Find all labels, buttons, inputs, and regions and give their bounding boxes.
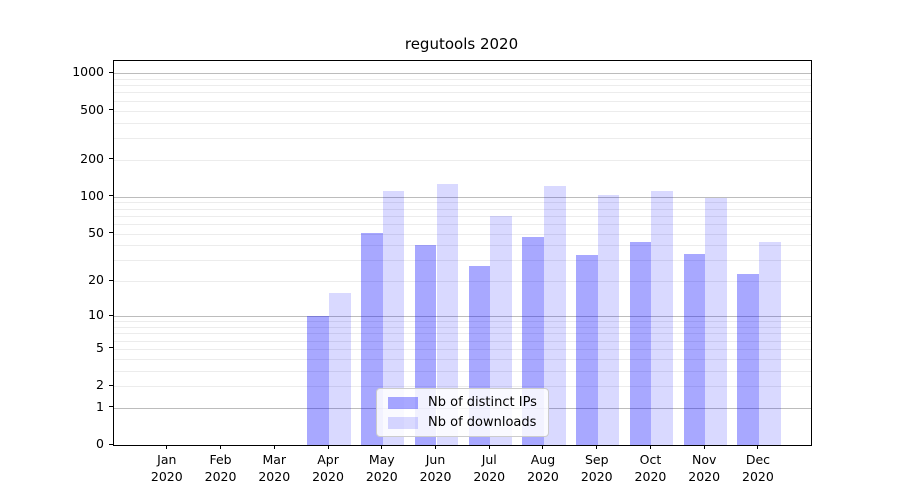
plot-area: Nb of distinct IPs Nb of downloads: [113, 60, 812, 446]
x-tick-label: May 2020: [365, 452, 398, 484]
bar-downloads: [758, 241, 781, 446]
gridline-major: [114, 73, 811, 75]
bar-distinct-ips: [307, 316, 329, 446]
gridline-minor: [114, 100, 811, 102]
y-tick: [109, 71, 113, 73]
x-tick-label: Jul 2020: [473, 452, 506, 484]
y-tick-label: 20: [88, 272, 104, 288]
bar-downloads: [543, 185, 566, 446]
x-tick: [649, 445, 651, 449]
gridline-minor: [114, 92, 811, 94]
legend-swatch-downloads: [388, 416, 418, 429]
gridline-minor: [114, 208, 811, 210]
gridline-minor: [114, 85, 811, 87]
legend-label-distinct-ips: Nb of distinct IPs: [428, 395, 537, 410]
x-tick: [273, 445, 275, 449]
x-tick-label: Aug 2020: [527, 452, 559, 484]
legend-swatch-distinct-ips: [388, 396, 418, 409]
y-tick: [109, 158, 113, 160]
x-tick-label: Feb 2020: [204, 452, 237, 484]
y-tick: [109, 384, 113, 386]
legend-item-downloads: Nb of downloads: [388, 414, 537, 431]
x-tick-label: Apr 2020: [312, 452, 344, 484]
x-tick: [703, 445, 705, 449]
bar-downloads: [490, 215, 512, 446]
gridline-minor: [114, 386, 811, 388]
bar-distinct-ips: [683, 253, 706, 446]
gridline-minor: [114, 370, 811, 372]
gridline-minor: [114, 233, 811, 235]
gridline-minor: [114, 159, 811, 161]
y-tick-label: 5: [96, 339, 104, 355]
y-tick-label: 50: [88, 224, 104, 240]
gridline-minor: [114, 260, 811, 262]
gridline-minor: [114, 110, 811, 112]
y-tick: [109, 314, 113, 316]
y-tick: [109, 347, 113, 349]
gridline-minor: [114, 281, 811, 283]
gridline-minor: [114, 245, 811, 247]
gridline-minor: [114, 215, 811, 217]
gridline-major: [114, 196, 811, 198]
x-tick: [435, 445, 436, 449]
bar-distinct-ips: [576, 255, 598, 446]
bar-downloads: [382, 190, 405, 446]
gridline-minor: [114, 321, 811, 323]
x-tick: [381, 445, 383, 449]
y-tick-label: 100: [80, 187, 104, 203]
gridline-minor: [114, 122, 811, 124]
y-tick-label: 500: [80, 101, 104, 117]
x-tick-label: Jun 2020: [419, 452, 452, 484]
y-tick: [109, 443, 113, 445]
gridline-minor: [114, 358, 811, 360]
legend-item-distinct-ips: Nb of distinct IPs: [388, 394, 537, 411]
y-tick: [109, 195, 113, 197]
gridline-minor: [114, 78, 811, 80]
y-tick-label: 10: [88, 307, 104, 323]
y-tick-label: 0: [96, 436, 104, 452]
gridline-minor: [114, 340, 811, 342]
bar-downloads: [705, 198, 727, 446]
bar-downloads: [329, 292, 351, 446]
chart-title: regutools 2020: [404, 35, 519, 53]
legend-label-downloads: Nb of downloads: [428, 415, 537, 430]
x-tick: [596, 445, 598, 449]
x-tick-label: Sep 2020: [580, 452, 613, 484]
gridline-minor: [114, 326, 811, 328]
x-tick: [757, 445, 759, 449]
bar-downloads: [597, 194, 620, 446]
y-tick-label: 1000: [72, 64, 104, 80]
bar-downloads: [436, 184, 459, 446]
y-tick: [109, 279, 113, 281]
bar-downloads: [651, 190, 674, 446]
y-tick: [109, 232, 113, 234]
y-tick-label: 1: [96, 398, 104, 414]
x-tick: [542, 445, 544, 449]
gridline-minor: [114, 202, 811, 204]
gridline-major: [114, 316, 811, 318]
x-tick: [488, 445, 490, 449]
gridline-minor: [114, 333, 811, 335]
x-tick: [327, 445, 329, 449]
y-tick-label: 2: [96, 377, 104, 393]
y-tick-label: 200: [80, 150, 104, 166]
gridline-minor: [114, 137, 811, 139]
legend: Nb of distinct IPs Nb of downloads: [376, 388, 549, 437]
y-tick: [109, 109, 113, 111]
x-tick-label: Jan 2020: [150, 452, 183, 484]
gridline-minor: [114, 348, 811, 350]
x-tick-label: Nov 2020: [688, 452, 721, 484]
x-tick-label: Dec 2020: [742, 452, 774, 484]
bar-distinct-ips: [737, 274, 759, 446]
x-tick-label: Mar 2020: [258, 452, 291, 484]
x-tick: [166, 445, 168, 449]
y-tick: [109, 406, 113, 408]
x-tick: [220, 445, 222, 449]
x-tick-label: Oct 2020: [634, 452, 667, 484]
gridline-minor: [114, 223, 811, 225]
bar-distinct-ips: [629, 241, 652, 446]
